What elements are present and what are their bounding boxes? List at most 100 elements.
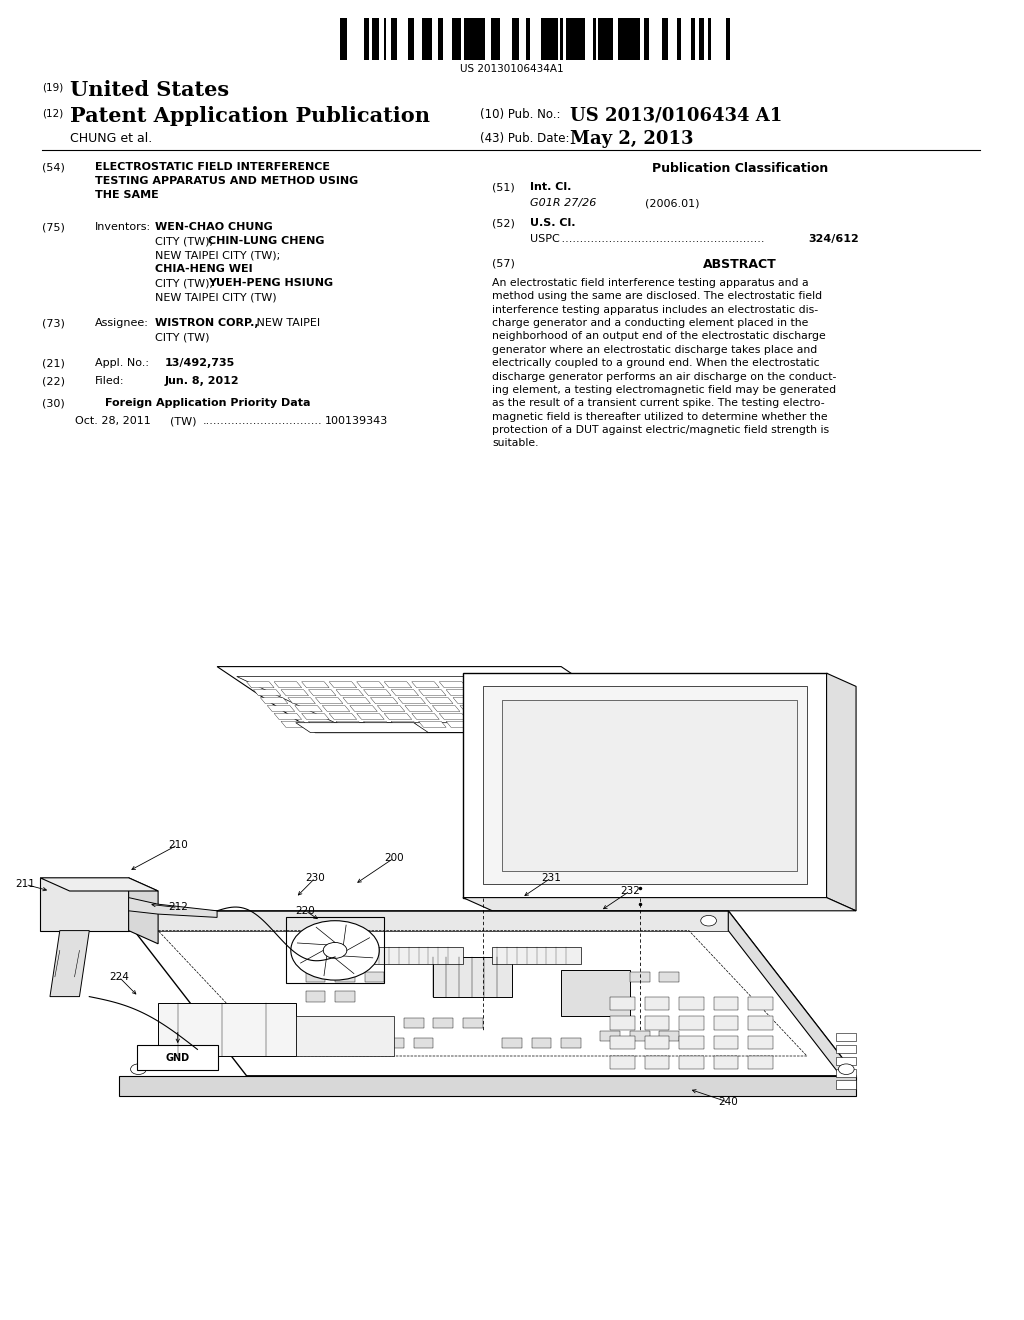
Polygon shape xyxy=(463,898,856,911)
Bar xyxy=(593,18,596,59)
Polygon shape xyxy=(598,705,625,711)
Text: (22): (22) xyxy=(42,376,65,385)
Bar xyxy=(342,18,347,59)
Text: Assignee:: Assignee: xyxy=(95,318,148,327)
Bar xyxy=(473,18,475,59)
Bar xyxy=(581,18,585,59)
Bar xyxy=(403,1018,424,1028)
Text: 210: 210 xyxy=(168,840,187,850)
Bar xyxy=(837,1045,856,1053)
Bar xyxy=(610,1056,635,1069)
Polygon shape xyxy=(288,697,315,704)
Polygon shape xyxy=(308,689,336,696)
Polygon shape xyxy=(495,713,522,719)
Bar xyxy=(494,18,497,59)
Polygon shape xyxy=(611,721,639,727)
Polygon shape xyxy=(323,705,350,711)
Text: 220: 220 xyxy=(296,906,315,916)
Polygon shape xyxy=(129,898,217,917)
Bar xyxy=(340,18,342,59)
Polygon shape xyxy=(826,673,856,911)
Bar xyxy=(645,1056,670,1069)
Polygon shape xyxy=(419,721,446,727)
Bar xyxy=(561,970,630,1016)
Polygon shape xyxy=(508,697,536,704)
Polygon shape xyxy=(467,681,495,688)
Polygon shape xyxy=(604,713,632,719)
Text: 212: 212 xyxy=(168,903,187,912)
Polygon shape xyxy=(274,681,302,688)
Circle shape xyxy=(291,921,379,979)
Bar xyxy=(630,1031,649,1041)
Bar xyxy=(468,18,473,59)
Polygon shape xyxy=(274,713,302,719)
Polygon shape xyxy=(356,713,384,719)
Polygon shape xyxy=(336,721,364,727)
Polygon shape xyxy=(528,721,556,727)
Polygon shape xyxy=(618,697,646,704)
Polygon shape xyxy=(563,697,591,704)
Text: CHUNG et al.: CHUNG et al. xyxy=(70,132,153,145)
Polygon shape xyxy=(247,681,274,688)
Text: ELECTROSTATIC FIELD INTERFERENCE: ELECTROSTATIC FIELD INTERFERENCE xyxy=(95,162,330,172)
Circle shape xyxy=(324,942,347,958)
Text: (19): (19) xyxy=(42,82,63,92)
FancyBboxPatch shape xyxy=(137,1045,218,1069)
Polygon shape xyxy=(543,705,570,711)
Bar xyxy=(659,1031,679,1041)
Polygon shape xyxy=(315,697,343,704)
Bar xyxy=(645,1016,670,1030)
Bar xyxy=(645,997,670,1010)
Bar xyxy=(679,1016,703,1030)
Text: (10) Pub. No.:: (10) Pub. No.: xyxy=(480,108,560,121)
Polygon shape xyxy=(412,681,439,688)
Polygon shape xyxy=(119,911,728,931)
Bar xyxy=(493,948,581,964)
Polygon shape xyxy=(522,713,549,719)
Text: Foreign Application Priority Data: Foreign Application Priority Data xyxy=(105,399,310,408)
Polygon shape xyxy=(254,689,281,696)
Bar xyxy=(158,1003,296,1056)
Polygon shape xyxy=(302,713,329,719)
Text: US 20130106434A1: US 20130106434A1 xyxy=(460,63,564,74)
Text: ABSTRACT: ABSTRACT xyxy=(703,257,777,271)
Polygon shape xyxy=(604,681,632,688)
Bar xyxy=(464,18,468,59)
Bar xyxy=(433,957,512,997)
Polygon shape xyxy=(446,689,474,696)
Text: United States: United States xyxy=(70,81,229,100)
Polygon shape xyxy=(482,686,807,884)
Polygon shape xyxy=(384,713,412,719)
Bar xyxy=(512,18,515,59)
Polygon shape xyxy=(295,705,323,711)
Text: CITY (TW);: CITY (TW); xyxy=(155,279,217,288)
Bar xyxy=(481,18,485,59)
Polygon shape xyxy=(336,689,364,696)
Text: Jun. 8, 2012: Jun. 8, 2012 xyxy=(165,376,240,385)
Bar xyxy=(679,1056,703,1069)
Polygon shape xyxy=(536,697,563,704)
Polygon shape xyxy=(460,705,487,711)
Polygon shape xyxy=(480,697,508,704)
Circle shape xyxy=(700,916,717,927)
Text: 240: 240 xyxy=(719,1097,738,1107)
Bar xyxy=(497,18,501,59)
Polygon shape xyxy=(119,911,856,1076)
Polygon shape xyxy=(371,697,398,704)
Text: (75): (75) xyxy=(42,222,65,232)
Bar xyxy=(659,972,679,982)
Polygon shape xyxy=(453,697,480,704)
Polygon shape xyxy=(611,689,639,696)
Bar xyxy=(554,18,558,59)
Polygon shape xyxy=(474,721,501,727)
Bar xyxy=(438,18,442,59)
Bar xyxy=(376,18,379,59)
Bar xyxy=(335,991,354,1002)
Text: Appl. No.:: Appl. No.: xyxy=(95,358,150,368)
Text: (12): (12) xyxy=(42,108,63,117)
Text: (57): (57) xyxy=(492,257,515,268)
Polygon shape xyxy=(260,697,288,704)
Bar xyxy=(699,18,705,59)
Polygon shape xyxy=(439,681,467,688)
Text: May 2, 2013: May 2, 2013 xyxy=(570,129,693,148)
